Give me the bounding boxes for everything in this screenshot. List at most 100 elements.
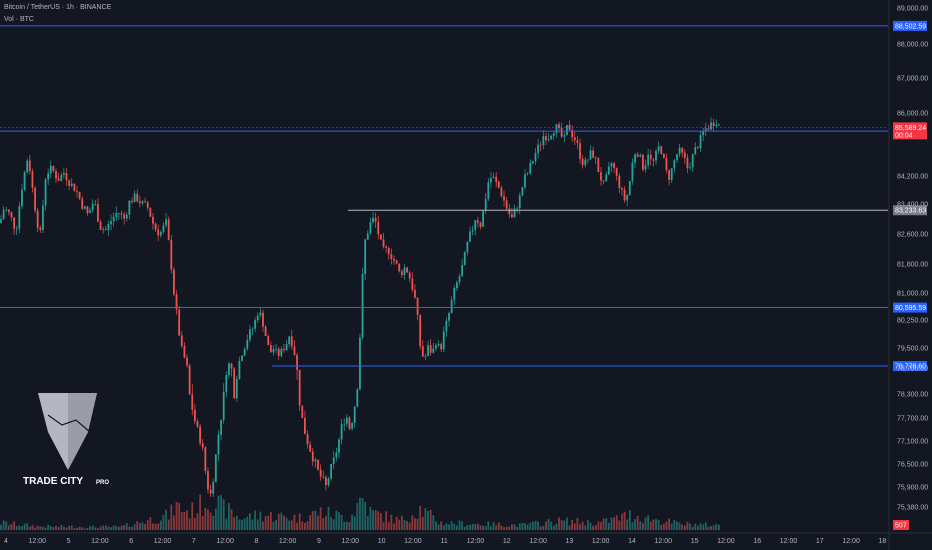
x-tick-label: 12:00 [29, 538, 47, 545]
candle-body [453, 288, 456, 300]
volume-bar [144, 524, 146, 530]
level-price-tag [893, 205, 927, 216]
candle-body [613, 163, 615, 169]
volume-bar [665, 521, 668, 530]
candle-body [306, 434, 309, 445]
volume-bar [120, 525, 123, 530]
candle-body [691, 154, 694, 168]
candle-body [249, 329, 251, 340]
volume-bar [73, 528, 76, 530]
volume-bar [453, 523, 456, 530]
volume-bar [421, 516, 424, 530]
volume-bar [10, 523, 13, 530]
volume-bar [380, 513, 382, 530]
volume-bar [222, 499, 225, 530]
candle-body [560, 127, 563, 137]
candle-body [264, 326, 267, 337]
volume-bar [175, 501, 178, 530]
candle-body [42, 205, 44, 230]
candle-body [76, 191, 78, 192]
volume-bar [107, 526, 110, 530]
candle-body [584, 159, 587, 166]
logo-suffix: PRO [96, 480, 109, 486]
candle-body [322, 476, 325, 478]
volume-bar [479, 525, 482, 530]
candle-body [495, 176, 498, 182]
candle-body [173, 269, 175, 295]
x-tick-label: 12:00 [592, 538, 610, 545]
candle-body [513, 208, 516, 218]
candle-body [39, 227, 42, 230]
level-price-label: 80,595.59 [895, 305, 926, 312]
candle-body [503, 196, 505, 201]
candle-body [377, 221, 380, 235]
volume-bar [154, 523, 157, 530]
candle-body [366, 233, 369, 240]
candle-body [581, 158, 584, 166]
volume-bar [180, 512, 183, 530]
volume-bar [157, 523, 160, 530]
volume-bar [277, 513, 280, 530]
candle-body [353, 406, 356, 424]
candle-body [469, 231, 471, 242]
volume-bar [118, 526, 120, 530]
symbol-header[interactable]: Bitcoin / TetherUS · 1h · BINANCE [4, 4, 112, 11]
candle-body [267, 336, 270, 346]
candle-body [144, 201, 146, 203]
volume-bar [262, 521, 264, 530]
candle-body [497, 181, 500, 188]
volume-bar [681, 524, 684, 530]
x-tick-label: 12 [503, 538, 511, 545]
volume-bar [269, 511, 272, 530]
candle-body [628, 181, 631, 195]
candle-body [689, 167, 691, 169]
candle-body [681, 147, 684, 153]
candle-body [579, 143, 581, 159]
volume-bar [131, 526, 133, 530]
y-tick-label: 77,700.00 [897, 416, 928, 423]
candle-body [57, 178, 60, 181]
candle-body [86, 206, 89, 214]
volume-bar [600, 522, 602, 530]
candle-body [558, 124, 560, 128]
volume-bar [99, 526, 102, 530]
volume-bar [670, 523, 673, 530]
volume-bar [524, 523, 526, 530]
volume-bar [178, 502, 181, 530]
volume-bar [343, 521, 346, 530]
candle-body [335, 452, 338, 458]
candle-body [311, 451, 314, 462]
candle-body [712, 122, 715, 127]
volume-bar [382, 522, 385, 530]
volume-bar [403, 520, 406, 530]
candle-body [552, 133, 555, 136]
volume-bar [361, 498, 364, 530]
candle-body [123, 214, 126, 219]
volume-bar [256, 519, 259, 530]
volume-bar [568, 525, 571, 530]
candle-body [131, 200, 133, 203]
candle-body [49, 165, 52, 174]
candle-body [374, 217, 377, 222]
volume-bar [170, 504, 173, 530]
volume-bar [594, 525, 597, 530]
level-price-tag [893, 302, 927, 313]
x-tick-label: 10 [378, 538, 386, 545]
candle-body [269, 345, 272, 353]
candle-body [107, 224, 110, 230]
candle-body [421, 346, 424, 357]
volume-bar [241, 519, 243, 530]
volume-bar [511, 524, 513, 530]
volume-bar [432, 515, 435, 530]
candle-body [369, 222, 372, 234]
volume-bar [246, 516, 249, 530]
candle-body [406, 267, 408, 273]
volume-bar [44, 527, 47, 530]
candle-body [387, 247, 390, 255]
volume-bar [214, 508, 217, 530]
candle-body [214, 454, 217, 482]
candle-body [521, 187, 524, 196]
volume-bar [699, 523, 702, 530]
volume-bar [618, 520, 621, 530]
